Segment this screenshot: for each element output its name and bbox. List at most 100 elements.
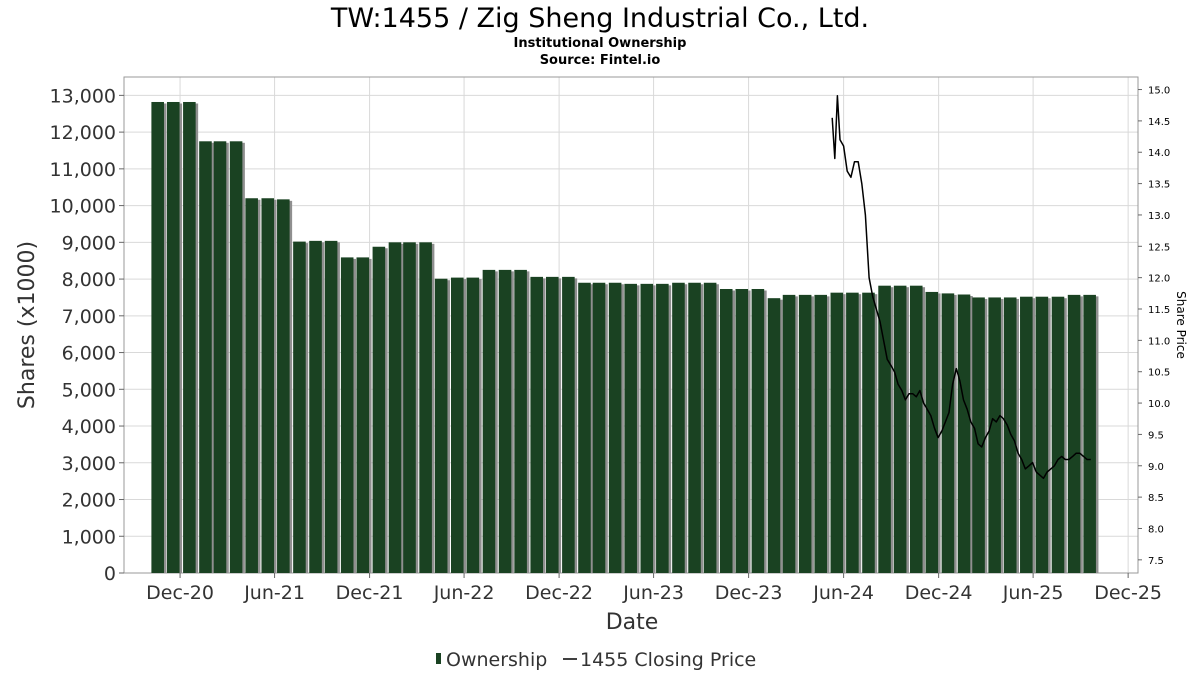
- ownership-bar: [514, 269, 527, 573]
- chart-title: TW:1455 / Zig Sheng Industrial Co., Ltd.: [330, 3, 869, 34]
- y-tick-label: 6,000: [62, 343, 116, 365]
- ownership-bar: [608, 282, 622, 573]
- y2-tick-label: 8.0: [1148, 524, 1164, 535]
- ownership-bar: [751, 288, 765, 573]
- x-tick-label: Jun-25: [1002, 582, 1064, 604]
- y-tick-label: 2,000: [62, 490, 116, 512]
- x-tick-label: Dec-23: [715, 582, 783, 604]
- legend-ownership-swatch: [436, 653, 441, 664]
- ownership-bar: [324, 240, 338, 573]
- ownership-bar: [688, 282, 701, 573]
- y-tick-label: 0: [104, 563, 116, 585]
- x-tick-label: Jun-22: [433, 582, 495, 604]
- ownership-bar: [878, 285, 891, 573]
- ownership-bar: [1051, 296, 1065, 573]
- legend-price-label: 1455 Closing Price: [580, 649, 756, 671]
- y-tick-label: 11,000: [50, 159, 116, 181]
- ownership-bar: [1035, 296, 1049, 573]
- y2-tick-label: 14.0: [1148, 148, 1170, 159]
- ownership-bar: [941, 293, 955, 573]
- y-tick-label: 7,000: [62, 306, 116, 328]
- y-axis-label: Shares (x1000): [15, 241, 40, 409]
- y2-tick-label: 13.5: [1148, 180, 1170, 191]
- ownership-bar: [450, 277, 464, 573]
- ownership-bar: [767, 298, 781, 573]
- ownership-bar: [356, 257, 370, 573]
- legend-ownership-label: Ownership: [446, 649, 547, 671]
- y2-tick-label: 12.5: [1148, 242, 1170, 253]
- chart-source: Source: Fintel.io: [540, 53, 661, 68]
- ownership-bar: [578, 282, 591, 573]
- x-tick-label: Dec-20: [146, 582, 214, 604]
- ownership-bar: [403, 242, 416, 574]
- axes: 0 1,000 2,000 3,000 4,000 5,000 6,000 7,000 8,00…: [50, 85, 1171, 604]
- ownership-bar: [199, 141, 212, 573]
- x-tick-label: Dec-22: [525, 582, 593, 604]
- ownership-bar: [277, 199, 290, 573]
- y2-tick-label: 10.0: [1148, 399, 1170, 410]
- ownership-bar: [166, 101, 180, 573]
- y2-tick-label: 9.0: [1148, 462, 1164, 473]
- y-tick-label: 12,000: [50, 122, 116, 144]
- ownership-bars: [151, 101, 1099, 574]
- y-tick-label: 8,000: [62, 269, 116, 291]
- ownership-bar: [925, 291, 939, 573]
- x-tick-label: Dec-21: [336, 582, 404, 604]
- ownership-bar: [1083, 294, 1096, 573]
- ownership-bar: [434, 278, 448, 573]
- ownership-bar: [640, 283, 654, 573]
- ownership-bar: [814, 294, 827, 573]
- y-tick-label: 13,000: [50, 85, 116, 107]
- ownership-bar: [1003, 297, 1017, 573]
- ownership-bar: [372, 246, 386, 573]
- ownership-bar: [957, 294, 971, 573]
- x-tick-label: Jun-21: [243, 582, 305, 604]
- ownership-bar: [340, 257, 354, 573]
- ownership-bar: [213, 141, 227, 573]
- x-axis-label: Date: [606, 610, 659, 635]
- y2-tick-label: 7.5: [1148, 556, 1164, 567]
- ownership-bar: [672, 282, 685, 573]
- ownership-bar: [229, 141, 243, 573]
- ownership-bar: [624, 283, 637, 573]
- ownership-bar: [261, 198, 275, 573]
- x-tick-label: Jun-24: [812, 582, 874, 604]
- ownership-bar: [862, 292, 875, 573]
- ownership-bar: [909, 285, 923, 573]
- ownership-bar: [530, 276, 543, 573]
- y2-tick-label: 13.0: [1148, 211, 1170, 222]
- y2-tick-label: 8.5: [1148, 493, 1164, 504]
- ownership-bar: [183, 101, 196, 573]
- ownership-bar: [972, 297, 985, 573]
- ownership-bar: [466, 277, 480, 573]
- ownership-bar: [592, 282, 606, 573]
- ownership-bar: [482, 269, 496, 573]
- x-tick-label: Jun-23: [622, 582, 684, 604]
- ownership-bar: [846, 292, 859, 573]
- x-tick-label: Dec-25: [1094, 582, 1162, 604]
- ownership-bar: [719, 288, 733, 573]
- legend: Ownership 1455 Closing Price: [436, 649, 756, 671]
- ownership-bar: [309, 240, 322, 573]
- ownership-bar: [735, 288, 749, 573]
- ownership-bar: [830, 292, 844, 573]
- ownership-bar: [388, 242, 402, 574]
- ownership-bar: [703, 282, 717, 573]
- ownership-bar: [798, 294, 812, 573]
- ownership-bar: [988, 297, 1001, 573]
- y2-tick-label: 11.0: [1148, 336, 1170, 347]
- ownership-bar: [1020, 296, 1033, 573]
- price-line-layer: [831, 95, 1091, 480]
- x-tick-label: Dec-24: [905, 582, 973, 604]
- y2-tick-label: 9.5: [1148, 430, 1164, 441]
- ownership-bar: [498, 269, 512, 573]
- y2-tick-label: 15.0: [1148, 86, 1170, 97]
- ownership-bar: [419, 242, 432, 574]
- y-tick-label: 4,000: [62, 416, 116, 438]
- ownership-bar: [245, 198, 258, 573]
- y2-axis-label: Share Price: [1174, 291, 1188, 359]
- ownership-bar: [293, 241, 306, 574]
- ownership-bar: [782, 294, 796, 573]
- price-line: [831, 95, 1091, 480]
